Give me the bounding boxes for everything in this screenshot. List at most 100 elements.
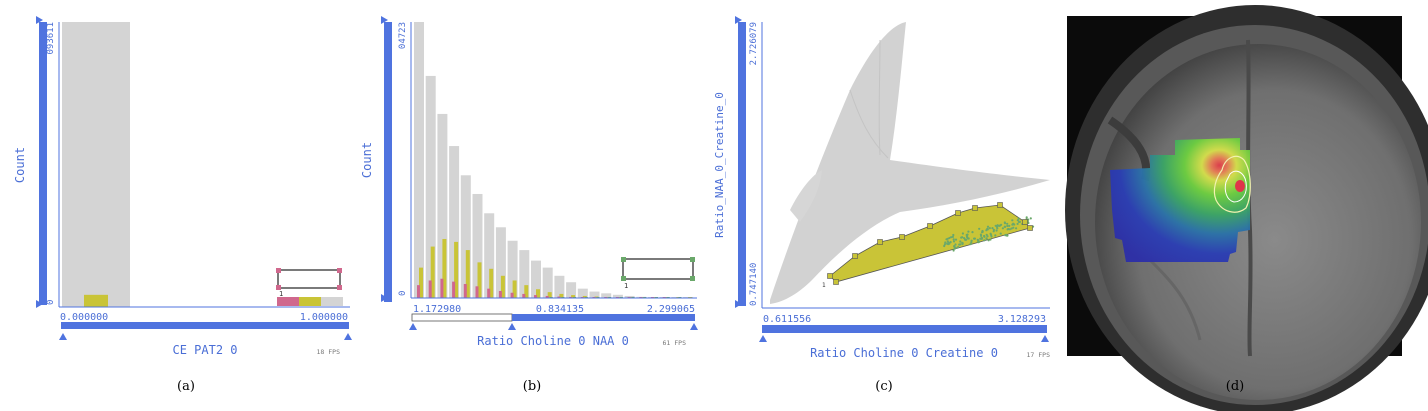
x-axis-left-handle[interactable] — [409, 323, 417, 330]
y-axis-bottom-handle[interactable] — [381, 294, 388, 302]
histogram-bar-selected — [489, 268, 494, 298]
green-points — [943, 216, 1035, 252]
histogram-bar-selected — [571, 295, 576, 298]
histogram-bar — [62, 22, 130, 307]
histogram-bar-selected — [430, 246, 435, 298]
histogram-bar — [519, 250, 530, 298]
histogram-bar-selected — [487, 288, 491, 298]
polygon-vertex-handle[interactable] — [972, 205, 978, 211]
polygon-vertex-handle[interactable] — [827, 273, 833, 279]
scatter-point — [1000, 223, 1003, 226]
histogram-bar-selected — [417, 285, 420, 298]
scatter-point — [961, 232, 965, 235]
y-axis-label: Ratio_NAA_0_Creatine_0 — [713, 92, 726, 238]
scatter-point — [948, 236, 951, 240]
scatter-point — [1012, 226, 1015, 229]
x-axis-left-handle[interactable] — [759, 335, 767, 342]
brain-tissue — [1095, 44, 1421, 400]
y-axis-label: Count — [13, 147, 27, 183]
histogram-bar — [507, 240, 518, 298]
x-range-selected[interactable] — [512, 314, 695, 321]
histogram-bar-selected — [84, 294, 108, 307]
selection-corner-handle[interactable] — [621, 257, 626, 262]
selection-corner-handle[interactable] — [276, 285, 281, 290]
y-axis-top-handle[interactable] — [381, 16, 388, 24]
polygon-vertex-handles[interactable] — [827, 202, 1033, 285]
histogram-bar — [484, 213, 495, 298]
panel-caption: (a) — [177, 379, 195, 394]
scatter-point — [970, 239, 973, 242]
legend-swatch-yellow — [299, 297, 321, 306]
x-axis-slider[interactable] — [762, 325, 1047, 333]
x-axis-left-handle[interactable] — [59, 333, 67, 340]
selection-corner-handle[interactable] — [337, 268, 342, 273]
histogram-bar-selected — [522, 293, 526, 298]
polygon-vertex-handle[interactable] — [997, 202, 1003, 208]
y-axis-top-handle[interactable] — [36, 16, 43, 24]
histogram-bar-selected — [463, 283, 467, 298]
scatter-point — [1017, 220, 1021, 223]
polygon-vertex-handle[interactable] — [1027, 225, 1033, 231]
gray-cloud-ridge — [878, 39, 881, 156]
scatter-point — [952, 249, 955, 252]
y-axis-bottom-handle[interactable] — [36, 300, 43, 308]
histogram-bar — [495, 227, 506, 298]
scatter-point — [1016, 222, 1019, 225]
scatter-point — [973, 237, 976, 240]
y-axis-slider[interactable] — [738, 22, 746, 306]
polygon-vertex-handle[interactable] — [927, 223, 933, 229]
y-axis-slider[interactable] — [39, 22, 47, 305]
x-axis-slider[interactable] — [61, 322, 349, 329]
scatter-point — [964, 238, 967, 241]
scatter-point — [954, 246, 957, 249]
x-range-unselected[interactable] — [411, 313, 513, 322]
histogram-bar — [624, 295, 635, 298]
histogram-bar — [612, 294, 623, 298]
selection-corner-handle[interactable] — [690, 276, 695, 281]
bars-layer — [414, 22, 694, 299]
scatter-point — [994, 224, 997, 227]
histogram-bar-selected — [557, 296, 561, 298]
scatter-point — [961, 242, 964, 245]
histogram-bar-selected — [582, 295, 587, 298]
y-axis-top-handle[interactable] — [735, 16, 742, 24]
scatter-point — [971, 231, 974, 234]
panel-b-histogram: 1 1.172980 0.834135 2.299065 Ratio Choli… — [360, 16, 698, 394]
polygon-vertex-handle[interactable] — [955, 210, 961, 216]
y-axis-slider[interactable] — [384, 22, 392, 302]
y-max-label: 04723 — [398, 22, 408, 49]
scatter-point — [985, 229, 988, 232]
x-max-label: 3.128293 — [998, 314, 1046, 325]
fps-readout: 17 FPS — [1027, 351, 1051, 359]
histogram-bar-selected — [536, 289, 540, 298]
polygon-vertex-handle[interactable] — [877, 239, 883, 245]
scatter-point — [945, 238, 948, 241]
panel-caption: (c) — [875, 379, 892, 394]
scatter-point — [1012, 222, 1015, 225]
scatter-point — [979, 237, 982, 240]
selection-corner-handle[interactable] — [690, 257, 695, 262]
selection-corner-handle[interactable] — [337, 285, 342, 290]
tumor-contour-inner — [1224, 170, 1247, 203]
y-axis-bottom-handle[interactable] — [735, 300, 742, 308]
scatter-point — [952, 240, 956, 243]
polygon-vertex-handle[interactable] — [833, 279, 839, 285]
selection-corner-handle[interactable] — [621, 276, 626, 281]
polygon-vertex-handle[interactable] — [852, 253, 858, 259]
x-axis-right-handle[interactable] — [344, 333, 352, 340]
scatter-point — [952, 233, 955, 237]
yellow-selection-region[interactable] — [829, 204, 1031, 283]
x-axis-right-handle[interactable] — [1041, 335, 1049, 342]
selection-corner-handle[interactable] — [276, 268, 281, 273]
histogram-bar-selected — [559, 293, 564, 298]
scatter-point — [950, 236, 953, 239]
selection-box[interactable] — [277, 269, 341, 289]
polygon-vertex-handle[interactable] — [1022, 219, 1028, 225]
polygon-vertex-handle[interactable] — [899, 234, 905, 240]
histogram-bar — [531, 260, 541, 298]
x-axis-mid-handle[interactable] — [508, 323, 516, 330]
scatter-point — [1029, 217, 1032, 220]
selection-box[interactable] — [622, 258, 694, 280]
x-axis-right-handle[interactable] — [690, 323, 698, 330]
scatter-point — [957, 246, 960, 249]
